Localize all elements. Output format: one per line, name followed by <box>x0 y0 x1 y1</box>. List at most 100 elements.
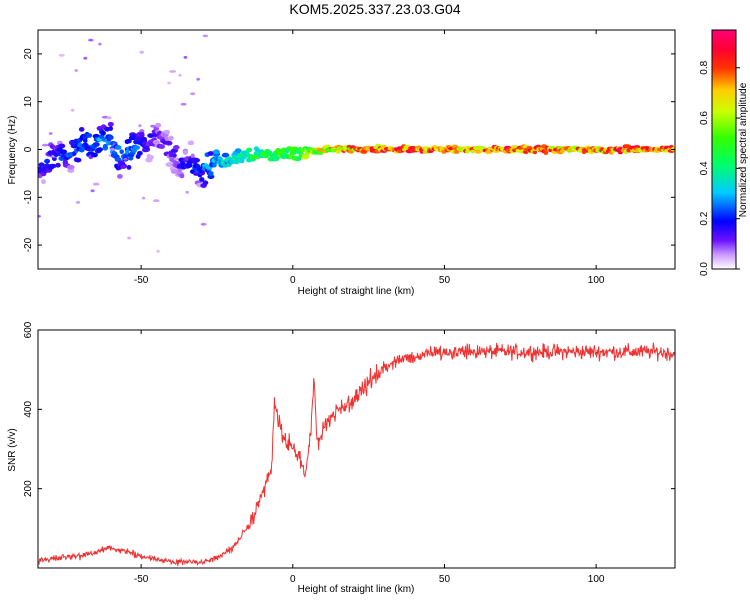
spectrogram-cell <box>178 73 182 77</box>
spectrogram-cell <box>169 70 177 73</box>
x-tick-label: 0 <box>290 275 296 286</box>
colorbar-tick-label: 0.8 <box>699 60 710 74</box>
spectrogram-cell <box>185 190 189 194</box>
spectrogram-y-ticks: -20 -10 0 10 20 <box>23 48 675 252</box>
spectrogram-cell <box>173 157 179 161</box>
spectrogram-cell <box>119 149 124 155</box>
x-tick-label: 100 <box>588 275 605 286</box>
spectrogram-cell <box>139 50 144 54</box>
spectrogram-cell <box>147 154 154 160</box>
spectrogram-cell <box>232 159 240 165</box>
spectrogram-cell <box>83 138 88 144</box>
spectrogram-cell <box>98 42 102 46</box>
spectrogram-cell <box>58 143 66 149</box>
spectrogram-cell <box>196 77 200 81</box>
snr-x-label: Height of straight line (km) <box>298 584 415 595</box>
spectrogram-cell <box>126 138 132 144</box>
spectrogram-cell <box>183 56 188 59</box>
spectrogram-cell <box>120 164 127 170</box>
x-tick-label: -50 <box>134 574 149 585</box>
spectrogram-cell <box>141 196 146 200</box>
x-tick-label: -50 <box>134 275 149 286</box>
spectrogram-cell <box>173 145 180 150</box>
spectrogram-x-ticks: -50 0 50 100 <box>134 30 605 286</box>
spectrogram-cell <box>74 69 78 72</box>
spectrogram-cell <box>301 154 310 160</box>
spectrogram-cell <box>106 116 112 120</box>
spectrogram-cell <box>202 180 209 186</box>
spectrogram-cell <box>58 54 65 57</box>
snr-plot-area <box>38 330 675 568</box>
snr-y-ticks: 200 400 600 <box>23 321 675 497</box>
spectrogram-cell <box>122 154 128 160</box>
spectrogram-cell <box>156 249 160 253</box>
spectrogram-cell <box>532 150 538 155</box>
spectrogram-cell <box>624 144 632 149</box>
spectrogram-cell <box>185 163 193 168</box>
spectrogram-cell <box>55 162 61 168</box>
spectrogram-cell <box>234 148 242 154</box>
spectrogram-cell <box>48 163 57 169</box>
spectrogram-cell <box>132 145 140 151</box>
spectrogram-cell <box>138 124 142 128</box>
snr-series-line <box>38 342 675 567</box>
spectrogram-cell <box>212 162 217 168</box>
spectrogram-cell <box>190 92 196 96</box>
y-tick-label: 400 <box>23 401 34 418</box>
spectrogram-cell <box>168 135 174 141</box>
y-tick-label: 10 <box>23 96 34 108</box>
spectrogram-cell <box>78 147 85 153</box>
spectrogram-cell <box>128 155 134 161</box>
colorbar-tick-label: 0.2 <box>699 211 710 225</box>
spectrogram-cell <box>190 153 195 159</box>
spectrogram-cell <box>108 126 114 131</box>
spectrogram-panel: -50 0 50 100 -20 -10 0 10 20 Height of straight… <box>7 29 749 297</box>
spectrogram-cell <box>67 164 75 170</box>
spectrogram-cell <box>38 214 42 218</box>
spectrogram-cell <box>150 124 156 128</box>
spectrogram-cell <box>289 150 297 156</box>
spectrogram-cell <box>126 165 132 170</box>
spectrogram-y-label: Frequency (Hz) <box>7 116 18 185</box>
spectrogram-cell <box>187 140 195 146</box>
x-tick-label: 50 <box>439 275 451 286</box>
spectrogram-cell <box>212 149 220 155</box>
spectrogram-cell <box>208 171 214 176</box>
snr-frame <box>37 329 676 569</box>
snr-x-ticks: -50 0 50 100 <box>134 330 605 585</box>
spectrogram-cell <box>107 135 114 140</box>
spectrogram-cell <box>137 150 143 156</box>
spectrogram-cell <box>147 133 155 139</box>
spectrogram-cell <box>239 158 245 164</box>
spectrogram-cell <box>107 121 114 127</box>
y-tick-label: 600 <box>23 321 34 338</box>
spectrogram-cell <box>96 147 103 153</box>
spectrogram-cell <box>192 157 200 163</box>
spectrogram-cell <box>90 152 98 158</box>
spectrogram-cell <box>138 132 145 138</box>
spectrogram-cell <box>74 157 82 163</box>
spectrogram-cell <box>85 133 93 138</box>
spectrogram-cell <box>127 236 131 240</box>
spectrogram-cell <box>88 38 94 42</box>
spectrogram-cell <box>42 143 49 147</box>
colorbar-label: Normalized spectral amplitude <box>738 82 749 217</box>
x-tick-label: 0 <box>290 574 296 585</box>
spectrogram-cell <box>200 222 207 226</box>
spectrogram-cell <box>117 174 123 179</box>
spectrogram-cell <box>59 149 68 155</box>
x-tick-label: 50 <box>439 574 451 585</box>
figure-title: KOM5.2025.337.23.03.G04 <box>289 1 460 17</box>
spectrogram-cell <box>199 177 205 182</box>
spectrogram-cell <box>140 136 148 142</box>
spectrogram-cell <box>114 145 122 150</box>
snr-y-label: SNR (v/v) <box>7 428 18 471</box>
y-tick-label: -20 <box>23 237 34 252</box>
spectrogram-cell <box>172 153 177 158</box>
spectrogram-cell <box>40 179 47 185</box>
spectrogram-cell <box>102 143 108 149</box>
spectrogram-cell <box>155 122 162 128</box>
snr-panel: -50 0 50 100 200 400 600 Height of straight l… <box>7 321 676 595</box>
spectrogram-cell <box>48 132 53 135</box>
